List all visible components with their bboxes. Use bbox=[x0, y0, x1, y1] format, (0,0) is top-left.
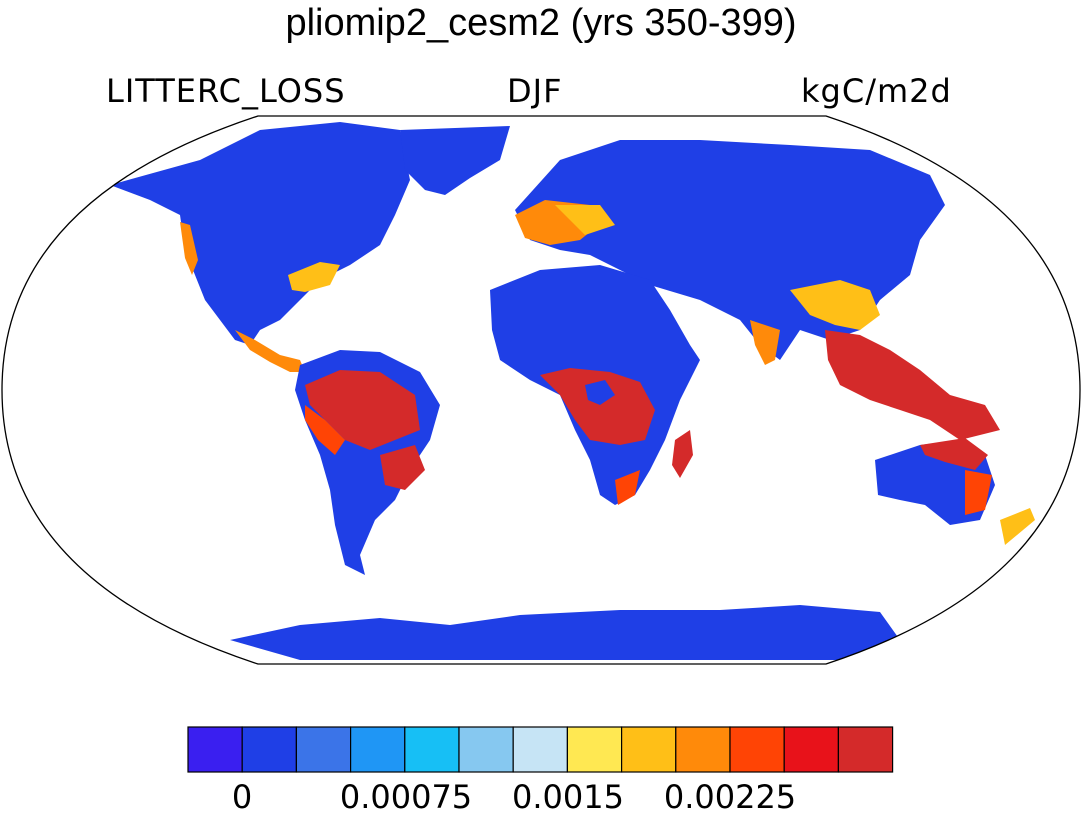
colorbar-swatch bbox=[187, 726, 243, 773]
maritime-se-asia-hot bbox=[825, 330, 1000, 440]
colorbar-tick-label: 0.0015 bbox=[512, 778, 624, 816]
colorbar-tick-label: 0.00225 bbox=[663, 778, 797, 816]
season-label: DJF bbox=[507, 72, 563, 110]
colorbar-swatch bbox=[837, 726, 894, 773]
colorbar bbox=[187, 726, 894, 773]
north-america-land bbox=[110, 122, 410, 345]
colorbar-tick-label: 0.00075 bbox=[339, 778, 473, 816]
colorbar-tick-label: 0 bbox=[231, 778, 253, 816]
west-coast-warm bbox=[180, 222, 198, 275]
colorbar-swatch bbox=[295, 726, 352, 773]
colorbar-swatch bbox=[566, 726, 623, 773]
new-zealand-warm bbox=[1000, 508, 1035, 545]
units-label: kgC/m2d bbox=[801, 72, 952, 110]
amazon-hot bbox=[305, 370, 420, 450]
colorbar-swatch bbox=[729, 726, 785, 773]
amazon-edge bbox=[305, 405, 345, 455]
antarctica-land bbox=[230, 605, 900, 660]
madagascar-hot bbox=[672, 430, 693, 478]
se-usa-warm bbox=[288, 262, 340, 292]
colorbar-swatch bbox=[783, 726, 840, 773]
east-australia-warm bbox=[965, 470, 992, 515]
congo-core bbox=[585, 380, 615, 405]
colorbar-swatch bbox=[620, 726, 677, 773]
colorbar-swatch bbox=[404, 726, 460, 773]
colorbar-swatch bbox=[458, 726, 514, 773]
congo-hot bbox=[540, 368, 655, 445]
south-africa-warm bbox=[615, 470, 640, 505]
central-america-land bbox=[235, 330, 305, 372]
india-warm bbox=[750, 320, 780, 365]
colorbar-swatch bbox=[350, 726, 406, 773]
colorbar-swatch bbox=[512, 726, 569, 773]
map-field bbox=[110, 122, 1035, 660]
colorbar-swatch bbox=[675, 726, 731, 773]
map-border bbox=[1, 115, 1081, 665]
north-australia-hot bbox=[920, 438, 988, 470]
europe-yellow bbox=[555, 205, 615, 235]
brazil-hot bbox=[380, 445, 425, 490]
south-asia-warm bbox=[790, 280, 880, 330]
plot-title: pliomip2_cesm2 (yrs 350-399) bbox=[285, 2, 797, 44]
greenland-land bbox=[400, 126, 510, 195]
colorbar-swatch bbox=[241, 726, 297, 773]
variable-label: LITTERC_LOSS bbox=[106, 72, 346, 110]
